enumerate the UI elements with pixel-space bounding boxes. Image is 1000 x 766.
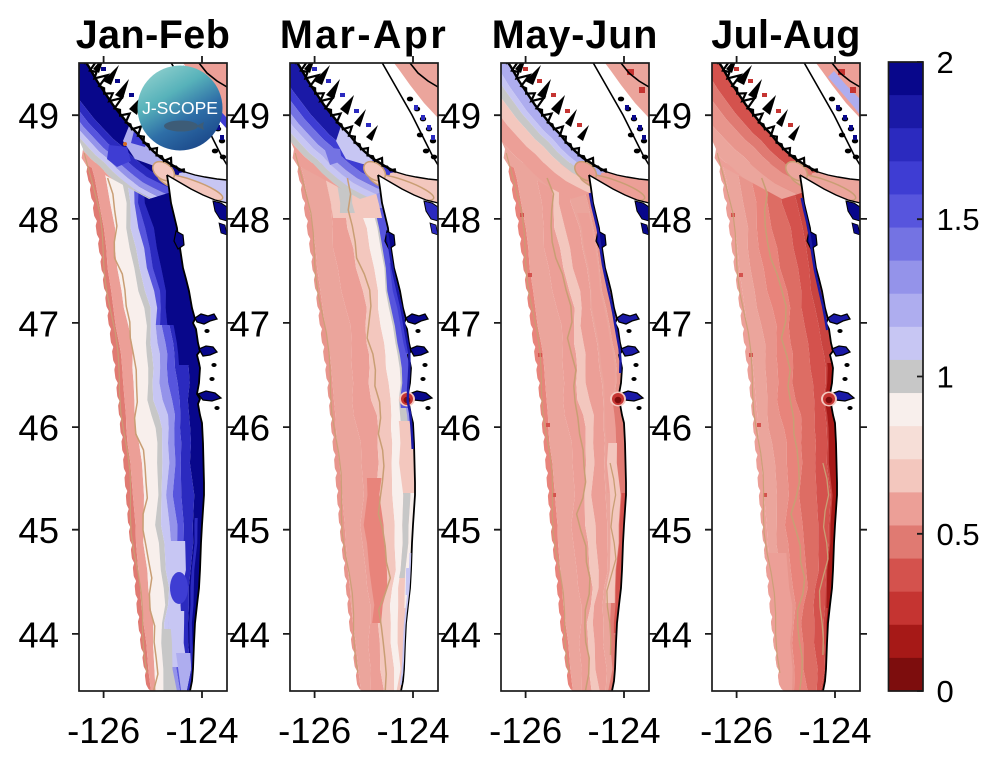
svg-text:44: 44 [440, 614, 481, 655]
svg-text:46: 46 [651, 408, 692, 449]
svg-text:-126: -126 [67, 710, 140, 751]
svg-text:-124: -124 [798, 710, 871, 751]
svg-text:49: 49 [440, 96, 481, 137]
svg-text:-126: -126 [278, 710, 351, 751]
svg-text:0: 0 [937, 674, 954, 709]
svg-text:-124: -124 [376, 710, 449, 751]
svg-text:48: 48 [440, 199, 481, 240]
svg-text:46: 46 [18, 408, 59, 449]
svg-text:49: 49 [229, 96, 270, 137]
svg-text:0.5: 0.5 [937, 517, 980, 552]
svg-text:45: 45 [229, 510, 270, 551]
svg-text:44: 44 [651, 614, 692, 655]
svg-text:49: 49 [18, 96, 59, 137]
svg-text:May-Jun: May-Jun [492, 13, 659, 57]
svg-text:-124: -124 [165, 710, 238, 751]
svg-text:47: 47 [651, 303, 692, 344]
svg-text:Jan-Feb: Jan-Feb [76, 13, 231, 57]
svg-text:1: 1 [937, 360, 954, 395]
svg-text:-124: -124 [587, 710, 660, 751]
svg-text:48: 48 [18, 199, 59, 240]
svg-text:48: 48 [651, 199, 692, 240]
svg-text:47: 47 [440, 303, 481, 344]
svg-text:-126: -126 [700, 710, 773, 751]
svg-text:45: 45 [440, 510, 481, 551]
svg-text:2: 2 [937, 45, 954, 80]
svg-text:1.5: 1.5 [937, 202, 980, 237]
svg-text:-126: -126 [489, 710, 562, 751]
svg-text:J-SCOPE: J-SCOPE [142, 98, 218, 118]
svg-text:49: 49 [651, 96, 692, 137]
svg-text:48: 48 [229, 199, 270, 240]
svg-text:Jul-Aug: Jul-Aug [711, 13, 860, 57]
svg-text:47: 47 [18, 303, 59, 344]
svg-text:45: 45 [651, 510, 692, 551]
svg-text:46: 46 [229, 408, 270, 449]
svg-text:Mar-Apr: Mar-Apr [280, 13, 448, 57]
svg-text:44: 44 [229, 614, 270, 655]
svg-text:46: 46 [440, 408, 481, 449]
svg-text:45: 45 [18, 510, 59, 551]
svg-text:44: 44 [18, 614, 59, 655]
svg-text:47: 47 [229, 303, 270, 344]
